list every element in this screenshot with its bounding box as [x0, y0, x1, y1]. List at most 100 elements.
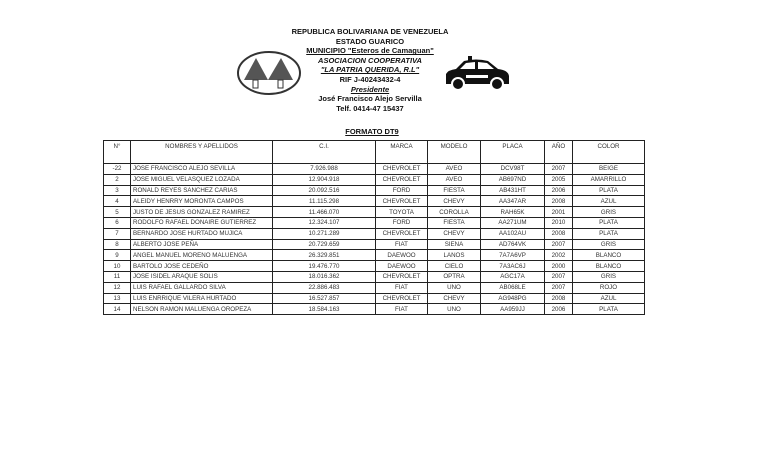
column-header: PLACA — [480, 140, 545, 164]
table-cell: BLANCO — [572, 260, 645, 272]
table-cell: RODOLFO RAFAEL DONAIRE GUTIERREZ — [130, 216, 273, 229]
table-cell: GRIS — [572, 238, 645, 251]
table-cell: AA102AU — [480, 227, 545, 240]
table-cell: DAEWOO — [375, 249, 428, 262]
table-cell: 2007 — [544, 163, 573, 175]
table-header-row: N° NOMBRES Y APELLIDOS C.I. MARCA MODELO PLAC… — [103, 140, 645, 164]
table-cell: AGC17A — [480, 270, 545, 283]
table-cell: 9 — [103, 249, 131, 262]
table-cell: PLATA — [572, 184, 645, 197]
table-cell: BARTOLO JOSE CEDEÑO — [130, 260, 273, 272]
table-row: 8 ALBERTO JOSE PEÑA 20.729.659 FIAT SIENA AD7… — [103, 238, 645, 251]
header-line: MUNICIPIO "Esteros de Camaguan" — [306, 46, 434, 56]
table-row: 14 NELSON RAMON MALUENGA OROPEZA 18.584.16… — [103, 303, 645, 316]
table-cell: 2010 — [544, 216, 573, 229]
table-cell: 5 — [103, 206, 131, 218]
table-cell: 18.016.362 — [272, 270, 376, 283]
table-cell: 19.476.770 — [272, 260, 376, 272]
table-cell: OPTRA — [427, 270, 481, 283]
table-cell: AB068LE — [480, 281, 545, 294]
header-line: Telf. 0414-47 15437 — [336, 103, 404, 113]
table-cell: ALEIDY HENRRY MORONTA CAMPOS — [130, 195, 273, 208]
table-cell: 4 — [103, 195, 131, 208]
table-cell: 2007 — [544, 270, 573, 283]
table-cell: JOSE ISIDEL ARAQUE SOLIS — [130, 270, 273, 283]
table-cell: 11.115.298 — [272, 195, 376, 208]
table-cell: 2 — [103, 173, 131, 186]
table-cell: JUSTO DE JESUS GONZALEZ RAMIREZ — [130, 206, 273, 218]
table-cell: 7 — [103, 227, 131, 240]
table-cell: PLATA — [572, 303, 645, 316]
table-cell: 12.904.918 — [272, 173, 376, 186]
column-header: MODELO — [427, 140, 481, 164]
table-cell: ANGEL MANUEL MORENO MALUENGA — [130, 249, 273, 262]
table-cell: AMARRILLO — [572, 173, 645, 186]
table-cell: 12 — [103, 281, 131, 294]
table-cell: AVEO — [427, 173, 481, 186]
table-cell: 2001 — [544, 206, 573, 218]
table-cell: 2005 — [544, 173, 573, 186]
table-cell: AA347AR — [480, 195, 545, 208]
table-cell: LUIS ENRRIQUE VILERA HURTADO — [130, 292, 273, 305]
table-cell: SIENA — [427, 238, 481, 251]
table-cell: RAH65K — [480, 206, 545, 218]
table-cell: 13 — [103, 292, 131, 305]
table-cell: AZUL — [572, 292, 645, 305]
table-cell: PLATA — [572, 216, 645, 229]
table-cell: 10.271.289 — [272, 227, 376, 240]
table-cell: CHEVROLET — [375, 227, 428, 240]
table-cell: 22.886.483 — [272, 281, 376, 294]
table-row: 3 RONALD REYES SANCHEZ CARIAS 20.092.516 FO… — [103, 184, 645, 197]
table-cell: AZUL — [572, 195, 645, 208]
table-cell: 26.329.851 — [272, 249, 376, 262]
table-cell: CHEVY — [427, 195, 481, 208]
table-row: 11 JOSE ISIDEL ARAQUE SOLIS 18.016.362 CHEV… — [103, 270, 645, 283]
table-cell: 11 — [103, 270, 131, 283]
header-line: ESTADO GUARICO — [335, 36, 405, 46]
table-cell: AB697ND — [480, 173, 545, 186]
table-cell: 20.092.516 — [272, 184, 376, 197]
table-cell: 2006 — [544, 303, 573, 316]
table-row: 5 JUSTO DE JESUS GONZALEZ RAMIREZ 11.466.0… — [103, 206, 645, 218]
table-cell: 2008 — [544, 292, 573, 305]
table-row: 10 BARTOLO JOSE CEDEÑO 19.476.770 DAEWOO CIE… — [103, 260, 645, 272]
table-cell: 11.466.070 — [272, 206, 376, 218]
table-cell: 7A7A6VP — [480, 249, 545, 262]
table-cell: UNO — [427, 281, 481, 294]
table-cell: JOSE MIGUEL VELASQUEZ LOZADA — [130, 173, 273, 186]
table-cell: BLANCO — [572, 249, 645, 262]
column-header: NOMBRES Y APELLIDOS — [130, 140, 273, 164]
table-cell: 7A3AC6J — [480, 260, 545, 272]
table-cell: BEIGE — [572, 163, 645, 175]
table-cell: CHEVY — [427, 227, 481, 240]
table-cell: DAEWOO — [375, 260, 428, 272]
table-cell: 3 — [103, 184, 131, 197]
header-line: RIF J-40243432-4 — [339, 74, 401, 84]
table-cell: COROLLA — [427, 206, 481, 218]
cooperative-logo — [237, 51, 301, 95]
table-cell: CHEVROLET — [375, 270, 428, 283]
table-cell: AG948PG — [480, 292, 545, 305]
table-cell: ROJO — [572, 281, 645, 294]
table-cell: FIAT — [375, 281, 428, 294]
table-cell: AVEO — [427, 163, 481, 175]
column-header: C.I. — [272, 140, 376, 164]
table-cell: CHEVROLET — [375, 173, 428, 186]
table-cell: 16.527.857 — [272, 292, 376, 305]
table-cell: ALBERTO JOSE PEÑA — [130, 238, 273, 251]
table-cell: 2008 — [544, 195, 573, 208]
table-row: 6 RODOLFO RAFAEL DONAIRE GUTIERREZ 12.324.… — [103, 216, 645, 229]
table-cell: CHEVROLET — [375, 292, 428, 305]
table-cell: 2008 — [544, 227, 573, 240]
table-cell: FIAT — [375, 303, 428, 316]
table-cell: AD764VK — [480, 238, 545, 251]
table-row: 7 BERNARDO JOSE HURTADO MUJICA 10.271.289 C… — [103, 227, 645, 240]
table-cell: FIAT — [375, 238, 428, 251]
table-cell: LANOS — [427, 249, 481, 262]
table-cell: FORD — [375, 216, 428, 229]
table-row: 4 ALEIDY HENRRY MORONTA CAMPOS 11.115.298 C… — [103, 195, 645, 208]
table-cell: 20.729.659 — [272, 238, 376, 251]
column-header: N° — [103, 140, 131, 164]
letterhead: REPUBLICA BOLIVARIANA DE VENEZUELA ESTAD… — [270, 27, 470, 113]
table-row: 9 ANGEL MANUEL MORENO MALUENGA 26.329.851 D… — [103, 249, 645, 262]
